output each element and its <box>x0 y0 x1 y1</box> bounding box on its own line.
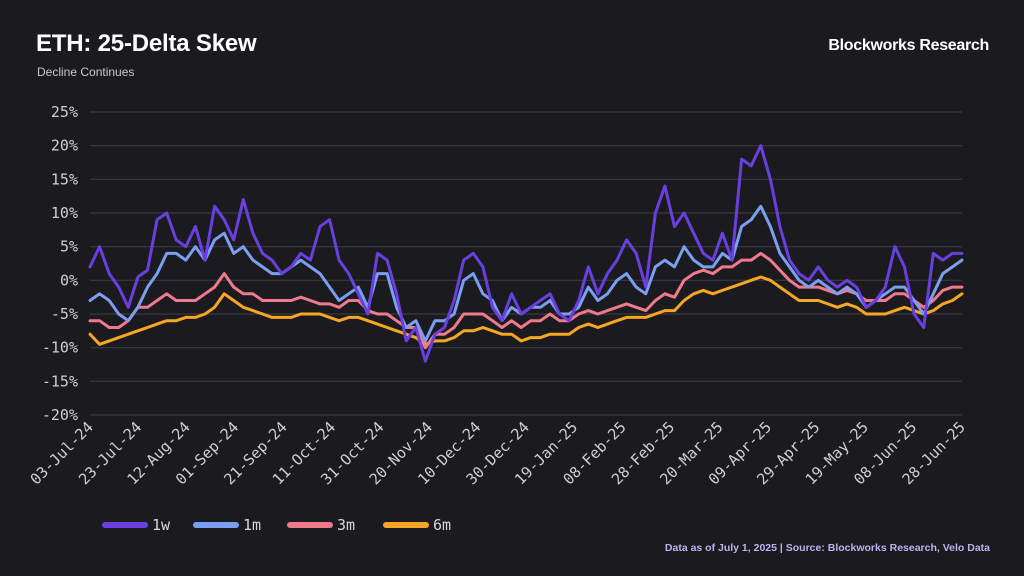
chart-subtitle: Decline Continues <box>37 65 135 79</box>
series-line-6m <box>88 275 964 346</box>
y-tick-label: -5% <box>51 305 78 323</box>
series-line-1m <box>88 204 964 343</box>
y-tick-label: 0% <box>60 271 78 289</box>
y-tick-label: 5% <box>60 238 78 256</box>
grid-lines <box>90 111 962 416</box>
legend-label-1m: 1m <box>243 516 261 534</box>
y-tick-label: 20% <box>51 137 78 155</box>
legend: 1w 1m 3m 6m <box>102 516 451 534</box>
legend-label-1w: 1w <box>152 516 171 534</box>
legend-label-6m: 6m <box>433 516 451 534</box>
y-tick-label: 25% <box>51 103 78 121</box>
legend-label-3m: 3m <box>337 516 355 534</box>
y-tick-label: 15% <box>51 170 78 188</box>
series-lines <box>88 144 964 363</box>
source-note: Data as of July 1, 2025 | Source: Blockw… <box>664 542 990 554</box>
series-line-1w <box>88 144 964 363</box>
series-line-3m <box>88 251 964 350</box>
y-tick-label: 10% <box>51 204 78 222</box>
y-tick-label: -20% <box>42 406 78 424</box>
x-axis-ticks: 03-Jul-2423-Jul-2412-Aug-2401-Sep-2421-S… <box>27 418 969 488</box>
y-tick-label: -15% <box>42 372 78 390</box>
y-axis-ticks: 25% 20% 15% 10% 5% 0% -5% -10% -15% -20% <box>42 103 78 424</box>
y-tick-label: -10% <box>42 339 78 357</box>
brand-logo-text: Blockworks Research <box>828 37 989 54</box>
chart-title: ETH: 25-Delta Skew <box>36 30 257 57</box>
